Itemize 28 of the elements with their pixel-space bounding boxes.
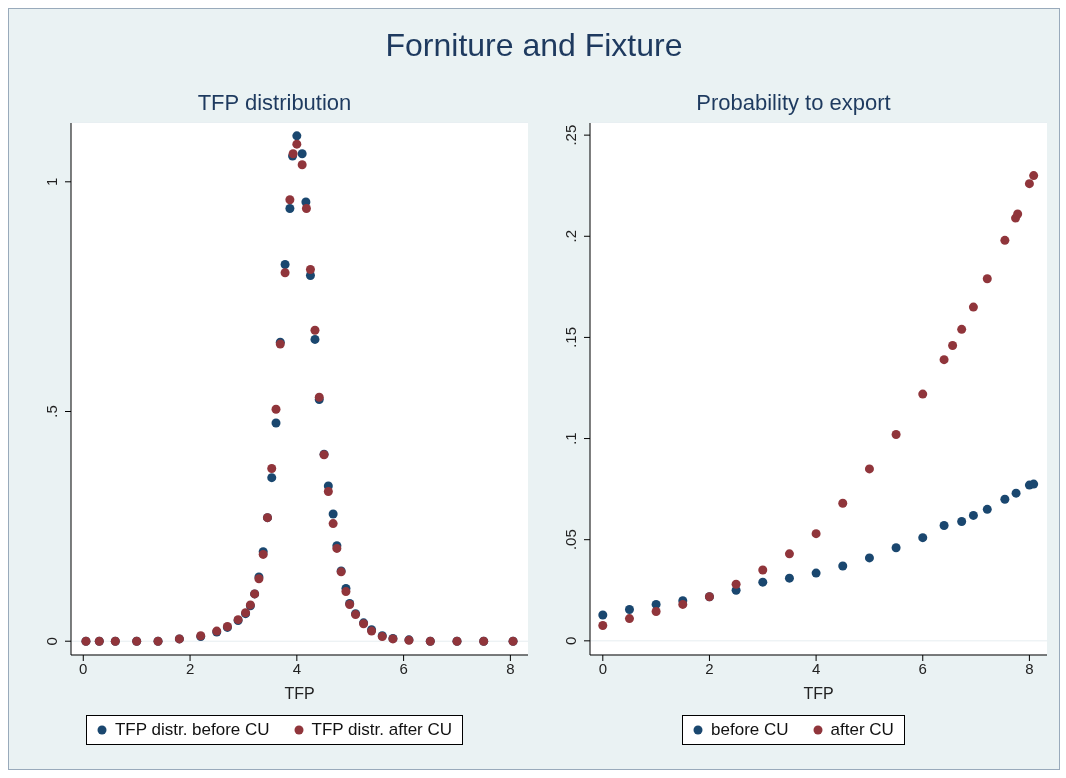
x-tick-label: 4 <box>292 659 301 677</box>
x-tick-label: 4 <box>811 659 821 677</box>
x-tick-label: 2 <box>185 659 195 677</box>
x-tick-label: 6 <box>918 659 927 677</box>
y-tick-label: .1 <box>562 432 579 445</box>
x-tick-label: 0 <box>79 659 88 677</box>
legend-label: before CU <box>710 720 789 740</box>
x-tick-label: 8 <box>1025 659 1034 677</box>
x-tick-label: 0 <box>598 659 607 677</box>
x-tick-label: 6 <box>399 659 408 677</box>
legend-label: TFP distr. after CU <box>310 720 453 740</box>
y-tick-label: .05 <box>562 529 579 551</box>
y-tick-label: 1 <box>43 177 60 186</box>
x-axis-title: TFP <box>284 685 315 702</box>
x-axis-title: TFP <box>803 685 834 702</box>
x-tick-label: 2 <box>705 659 714 677</box>
chart-title: TFP distribution <box>196 89 353 117</box>
legend-label: after CU <box>829 720 894 740</box>
text: Forniture and Fixture <box>384 26 684 65</box>
y-tick-label: .5 <box>43 405 60 418</box>
y-tick-label: .25 <box>562 124 579 146</box>
x-tick-label: 8 <box>506 659 515 677</box>
chart-title: Probability to export <box>695 89 892 117</box>
y-tick-label: .2 <box>562 230 579 243</box>
y-tick-label: 0 <box>43 637 60 646</box>
legend-label: TFP distr. before CU <box>113 720 270 740</box>
y-tick-label: .15 <box>562 326 579 348</box>
y-tick-label: 0 <box>562 636 579 646</box>
